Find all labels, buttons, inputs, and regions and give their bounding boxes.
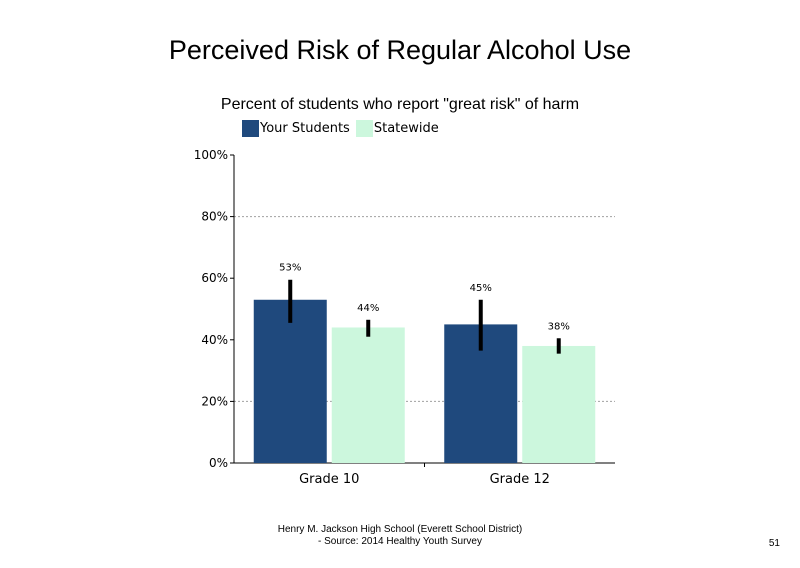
- y-tick-label: 40%: [201, 333, 228, 347]
- page-number: 51: [768, 538, 780, 549]
- y-tick-label: 20%: [201, 394, 228, 408]
- chart-title: Perceived Risk of Regular Alcohol Use: [168, 35, 632, 65]
- bar-your-students-grade-10: [253, 299, 327, 463]
- bar-statewide-grade-10: [331, 327, 405, 463]
- legend-swatch-your-students: [242, 119, 259, 137]
- y-tick-label: 100%: [194, 148, 228, 162]
- legend-item-your-students: Your Students: [242, 119, 350, 137]
- footer-school: Henry M. Jackson High School (Everett Sc…: [277, 524, 523, 535]
- legend-item-statewide: Statewide: [355, 119, 439, 137]
- x-tick-label: Grade 10: [299, 472, 359, 487]
- legend-label-your-students: Your Students: [260, 120, 350, 136]
- y-tick-label: 80%: [201, 210, 228, 224]
- data-label: 38%: [548, 321, 570, 332]
- footer-source: - Source: 2014 Healthy Youth Survey: [318, 536, 482, 547]
- footer: Henry M. Jackson High School (Everett Sc…: [200, 524, 600, 548]
- chart-subtitle: Percent of students who report "great ri…: [220, 96, 580, 113]
- y-tick-label: 0%: [209, 456, 228, 470]
- legend-swatch-statewide: [355, 119, 373, 137]
- x-tick-label: Grade 12: [490, 472, 550, 487]
- legend-label-statewide: Statewide: [373, 120, 439, 136]
- data-label: 45%: [470, 283, 492, 294]
- bar-statewide-grade-12: [522, 345, 596, 463]
- y-tick-label: 60%: [201, 271, 228, 285]
- chart-legend: Your Students Statewide: [242, 118, 445, 138]
- data-label: 53%: [279, 263, 301, 274]
- data-label: 44%: [357, 303, 379, 314]
